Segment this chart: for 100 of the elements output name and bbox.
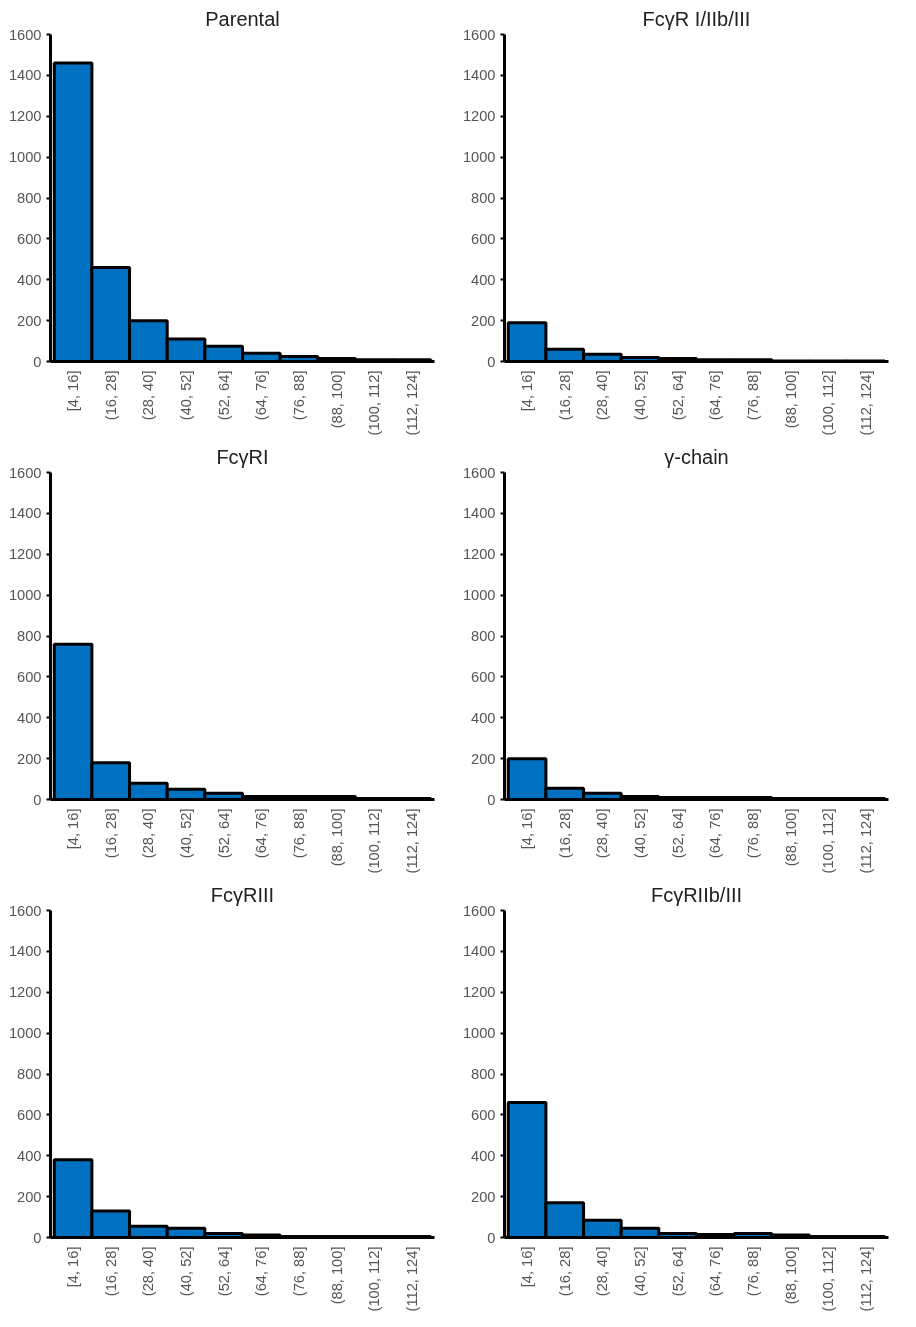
x-tick-label: (52, 64] (669, 808, 686, 859)
x-tick-label: (52, 64] (669, 370, 686, 421)
x-tick-label: (76, 88] (290, 808, 307, 859)
x-tick-label: (28, 40] (594, 1246, 611, 1297)
y-tick-label: 0 (33, 1229, 42, 1246)
y-tick-label: 400 (471, 709, 496, 726)
y-tick-label: 600 (17, 668, 42, 685)
y-tick-label: 1000 (462, 1025, 496, 1042)
y-tick-label: 800 (17, 190, 42, 206)
y-tick-label: 400 (17, 1147, 42, 1164)
y-tick-label: 800 (17, 1066, 42, 1082)
x-tick-label: (28, 40] (140, 370, 157, 421)
x-tick-label: (112, 124] (403, 370, 420, 436)
chart-title: γ-chain (664, 445, 729, 468)
y-tick-label: 0 (33, 353, 42, 370)
x-tick-label: (88, 100] (782, 808, 799, 867)
y-tick-label: 1000 (8, 1025, 42, 1042)
x-tick-label: (112, 124] (403, 1246, 420, 1312)
y-tick-label: 600 (471, 668, 496, 685)
x-tick-label: (76, 88] (744, 808, 761, 859)
x-tick-label: (52, 64] (215, 370, 232, 421)
x-tick-label: (28, 40] (594, 370, 611, 421)
y-tick-label: 0 (33, 791, 42, 808)
y-tick-label: 1200 (462, 108, 496, 125)
x-tick-label: (64, 76] (707, 370, 724, 421)
y-tick-label: 1600 (8, 26, 42, 43)
chart-title: FcγRI (216, 445, 269, 468)
x-tick-label: (64, 76] (707, 1246, 724, 1297)
x-tick-label: (40, 52] (632, 1246, 649, 1297)
y-tick-label: 1400 (8, 67, 42, 84)
x-tick-label: (100, 112] (366, 1246, 383, 1312)
x-tick-label: (28, 40] (140, 808, 157, 859)
x-tick-label: [4, 16] (519, 1246, 536, 1288)
x-tick-label: (40, 52] (178, 808, 195, 859)
x-tick-label: (52, 64] (669, 1246, 686, 1297)
y-tick-label: 1200 (462, 984, 496, 1001)
x-tick-label: (76, 88] (290, 1246, 307, 1297)
x-tick-label: (16, 28] (556, 808, 573, 859)
x-tick-label: (40, 52] (632, 808, 649, 859)
y-tick-label: 200 (471, 1188, 496, 1205)
x-tick-label: [4, 16] (65, 370, 82, 412)
chart-title: FcγR I/IIb/III (642, 7, 751, 30)
y-tick-label: 600 (471, 230, 496, 247)
x-tick-label: (88, 100] (328, 1246, 345, 1305)
x-tick-label: (100, 112] (366, 370, 383, 436)
y-tick-label: 1600 (8, 902, 42, 919)
y-tick-label: 600 (17, 1106, 42, 1123)
y-tick-label: 1200 (8, 984, 42, 1001)
y-tick-label: 800 (17, 628, 42, 644)
x-tick-label: (28, 40] (140, 1246, 157, 1297)
y-tick-label: 0 (487, 791, 496, 808)
x-tick-label: (64, 76] (707, 808, 724, 859)
y-tick-label: 1000 (462, 587, 496, 604)
x-tick-label: (88, 100] (328, 370, 345, 429)
x-tick-label: (16, 28] (102, 1246, 119, 1297)
chart-title: FcγRIIb/III (650, 883, 743, 906)
x-tick-label: (100, 112] (366, 808, 383, 874)
x-tick-label: (28, 40] (594, 808, 611, 859)
x-tick-label: (112, 124] (857, 1246, 874, 1312)
y-tick-label: 1600 (462, 902, 496, 919)
y-tick-label: 200 (471, 750, 496, 767)
y-tick-label: 200 (17, 750, 42, 767)
x-tick-label: (88, 100] (782, 370, 799, 429)
x-tick-label: (16, 28] (556, 370, 573, 421)
x-tick-label: (88, 100] (328, 808, 345, 867)
x-tick-label: (88, 100] (782, 1246, 799, 1305)
x-tick-label: (112, 124] (857, 370, 874, 436)
y-tick-label: 800 (471, 628, 496, 644)
chart-title: Parental (205, 7, 280, 30)
y-tick-label: 800 (471, 1066, 496, 1082)
y-tick-label: 200 (471, 312, 496, 329)
y-tick-label: 1400 (8, 943, 42, 960)
y-tick-label: 200 (17, 312, 42, 329)
x-tick-label: [4, 16] (519, 808, 536, 850)
y-tick-label: 1000 (8, 587, 42, 604)
x-tick-label: [4, 16] (65, 808, 82, 850)
y-tick-label: 1400 (462, 505, 496, 522)
y-tick-label: 600 (471, 1106, 496, 1123)
x-tick-label: (52, 64] (215, 1246, 232, 1297)
y-tick-label: 0 (487, 353, 496, 370)
x-tick-label: (100, 112] (820, 1246, 837, 1312)
y-tick-label: 1600 (8, 464, 42, 481)
x-tick-label: [4, 16] (65, 1246, 82, 1288)
x-tick-label: (64, 76] (253, 1246, 270, 1297)
x-tick-label: (64, 76] (253, 370, 270, 421)
y-tick-label: 1200 (8, 546, 42, 563)
y-tick-label: 400 (471, 271, 496, 288)
x-tick-label: (40, 52] (632, 370, 649, 421)
y-tick-label: 1600 (462, 26, 496, 43)
y-tick-label: 1600 (462, 464, 496, 481)
y-tick-label: 600 (17, 230, 42, 247)
x-tick-label: (40, 52] (178, 1246, 195, 1297)
x-tick-label: (16, 28] (556, 1246, 573, 1297)
y-tick-label: 0 (487, 1229, 496, 1246)
x-tick-label: (100, 112] (820, 808, 837, 874)
y-tick-label: 200 (17, 1188, 42, 1205)
x-tick-label: (40, 52] (178, 370, 195, 421)
x-tick-label: (76, 88] (290, 370, 307, 421)
y-tick-label: 400 (17, 709, 42, 726)
x-tick-label: (64, 76] (253, 808, 270, 859)
